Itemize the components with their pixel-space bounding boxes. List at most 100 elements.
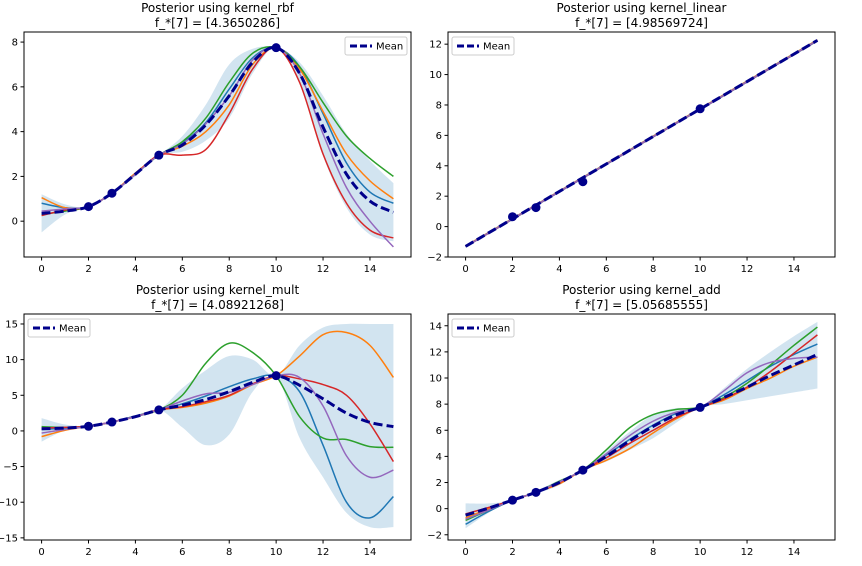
confidence-band xyxy=(41,323,394,529)
x-tick-label: 10 xyxy=(270,547,283,558)
x-tick-label: 12 xyxy=(741,547,754,558)
y-tick-label: 10 xyxy=(429,70,442,81)
subplot-title: Posterior using kernel_rbf xyxy=(141,1,295,15)
x-tick-label: 14 xyxy=(788,264,801,275)
y-tick-label: 10 xyxy=(5,355,18,366)
legend-box xyxy=(344,36,408,56)
y-tick-label: 8 xyxy=(436,100,442,111)
x-tick-label: 6 xyxy=(603,264,609,275)
observation-point xyxy=(84,421,93,431)
x-tick-label: 12 xyxy=(317,264,330,275)
x-tick-label: 8 xyxy=(226,264,232,275)
legend: Mean xyxy=(451,36,515,56)
y-tick-label: −2 xyxy=(427,253,442,264)
x-tick-label: 4 xyxy=(132,264,138,275)
plot-area xyxy=(41,43,395,248)
legend-box xyxy=(27,318,91,338)
y-tick-label: −2 xyxy=(427,530,442,541)
y-tick-label: −10 xyxy=(0,498,18,509)
observation-point xyxy=(508,495,517,505)
y-tick-label: 14 xyxy=(429,321,442,332)
mean-line xyxy=(41,45,395,215)
y-tick-label: 6 xyxy=(436,426,442,437)
observation-point xyxy=(578,465,588,475)
x-tick-label: 10 xyxy=(270,264,283,275)
y-tick-label: 0 xyxy=(12,426,18,437)
observation-point xyxy=(107,417,117,427)
x-tick-label: 8 xyxy=(650,547,656,558)
y-tick-label: 10 xyxy=(429,374,442,385)
x-tick-label: 6 xyxy=(179,264,185,275)
y-tick-label: 4 xyxy=(436,452,442,463)
observation-point xyxy=(154,405,164,415)
y-tick-label: 4 xyxy=(12,127,18,138)
y-tick-label: 12 xyxy=(429,40,442,51)
observation-point xyxy=(695,402,705,412)
x-tick-label: 10 xyxy=(694,547,707,558)
confidence-band xyxy=(41,46,394,242)
x-tick-label: 0 xyxy=(462,264,468,275)
legend: Mean xyxy=(344,36,408,56)
subplot-subtitle: f_*[7] = [4.08921268] xyxy=(151,298,284,312)
legend-box xyxy=(451,318,515,338)
y-tick-label: 4 xyxy=(436,161,442,172)
y-tick-label: 8 xyxy=(436,400,442,411)
y-tick-label: −15 xyxy=(0,533,18,544)
x-tick-label: 2 xyxy=(85,547,91,558)
axes-frame xyxy=(23,313,412,541)
x-tick-label: 6 xyxy=(179,547,185,558)
legend: Mean xyxy=(451,318,515,338)
observation-point xyxy=(508,212,517,222)
y-tick-label: 6 xyxy=(436,131,442,142)
subplot-title: Posterior using kernel_mult xyxy=(136,283,300,297)
y-tick-label: 2 xyxy=(436,192,442,203)
observation-point xyxy=(531,487,541,497)
axes-frame xyxy=(23,31,412,258)
y-tick-label: 12 xyxy=(429,347,442,358)
mean-line xyxy=(464,39,819,248)
x-tick-label: 12 xyxy=(741,264,754,275)
x-tick-label: 8 xyxy=(226,547,232,558)
x-tick-label: 2 xyxy=(509,264,515,275)
x-tick-label: 14 xyxy=(364,264,377,275)
subplot-title: Posterior using kernel_linear xyxy=(557,1,727,15)
subplot-subtitle: f_*[7] = [4.98569724] xyxy=(575,16,708,30)
legend-label: Mean xyxy=(59,324,86,335)
observation-point xyxy=(531,203,541,213)
x-tick-label: 10 xyxy=(694,264,707,275)
subplot-subtitle: f_*[7] = [5.05685555] xyxy=(575,298,708,312)
x-tick-label: 12 xyxy=(317,547,330,558)
observation-point xyxy=(107,188,117,198)
axes-frame xyxy=(447,313,836,541)
y-tick-label: 5 xyxy=(12,391,18,402)
observation-point xyxy=(695,104,705,114)
x-tick-label: 4 xyxy=(132,547,138,558)
y-tick-label: 0 xyxy=(12,217,18,228)
x-tick-label: 2 xyxy=(509,547,515,558)
legend-label: Mean xyxy=(483,324,510,335)
x-tick-label: 14 xyxy=(364,547,377,558)
y-tick-label: 0 xyxy=(436,504,442,515)
sample-line-5 xyxy=(465,356,818,520)
x-tick-label: 4 xyxy=(556,264,562,275)
x-tick-label: 0 xyxy=(462,547,468,558)
observation-point xyxy=(154,150,164,160)
y-tick-label: 0 xyxy=(436,222,442,233)
x-tick-label: 2 xyxy=(85,264,91,275)
y-tick-label: 8 xyxy=(12,38,18,49)
x-tick-label: 4 xyxy=(556,547,562,558)
mean-line xyxy=(465,353,819,517)
subplot-title: Posterior using kernel_add xyxy=(562,283,721,297)
y-tick-label: 6 xyxy=(12,82,18,93)
x-tick-label: 8 xyxy=(650,264,656,275)
x-tick-label: 0 xyxy=(38,264,44,275)
observation-point xyxy=(84,202,93,212)
x-tick-label: 6 xyxy=(603,547,609,558)
plot-area xyxy=(41,323,395,529)
observation-point xyxy=(271,371,281,381)
subplot-subtitle: f_*[7] = [4.3650286] xyxy=(155,16,280,30)
